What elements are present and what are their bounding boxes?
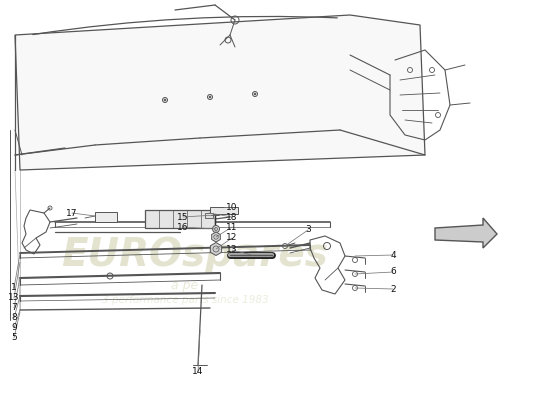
Text: 17: 17 bbox=[66, 208, 78, 218]
Text: 3 performance parts since 1983: 3 performance parts since 1983 bbox=[102, 295, 268, 305]
Text: a pe: a pe bbox=[172, 278, 199, 292]
Text: 15: 15 bbox=[177, 212, 189, 222]
Polygon shape bbox=[212, 232, 221, 242]
Text: 13: 13 bbox=[226, 246, 238, 254]
Text: EUROspares: EUROspares bbox=[62, 236, 328, 274]
Circle shape bbox=[254, 93, 256, 95]
Bar bbox=[95, 212, 117, 222]
Text: 12: 12 bbox=[226, 234, 238, 242]
Text: 8: 8 bbox=[11, 314, 17, 322]
Text: 6: 6 bbox=[390, 268, 396, 276]
Text: 14: 14 bbox=[192, 368, 204, 376]
Polygon shape bbox=[15, 15, 425, 170]
Text: 3: 3 bbox=[305, 226, 311, 234]
Text: 5: 5 bbox=[11, 334, 17, 342]
Text: 1: 1 bbox=[11, 284, 17, 292]
Text: 7: 7 bbox=[11, 304, 17, 312]
Polygon shape bbox=[210, 242, 222, 256]
Circle shape bbox=[212, 226, 219, 232]
Polygon shape bbox=[435, 218, 497, 248]
Circle shape bbox=[209, 96, 211, 98]
Text: 11: 11 bbox=[226, 222, 238, 232]
Text: 10: 10 bbox=[226, 202, 238, 212]
Text: 4: 4 bbox=[390, 250, 396, 260]
Text: 9: 9 bbox=[11, 324, 17, 332]
Circle shape bbox=[164, 99, 166, 101]
Bar bbox=[210, 207, 238, 214]
FancyBboxPatch shape bbox=[145, 210, 215, 228]
Text: 18: 18 bbox=[226, 212, 238, 222]
Text: 16: 16 bbox=[177, 222, 189, 232]
Text: 2: 2 bbox=[390, 284, 396, 294]
Text: 13: 13 bbox=[8, 294, 20, 302]
Bar bbox=[205, 213, 213, 218]
